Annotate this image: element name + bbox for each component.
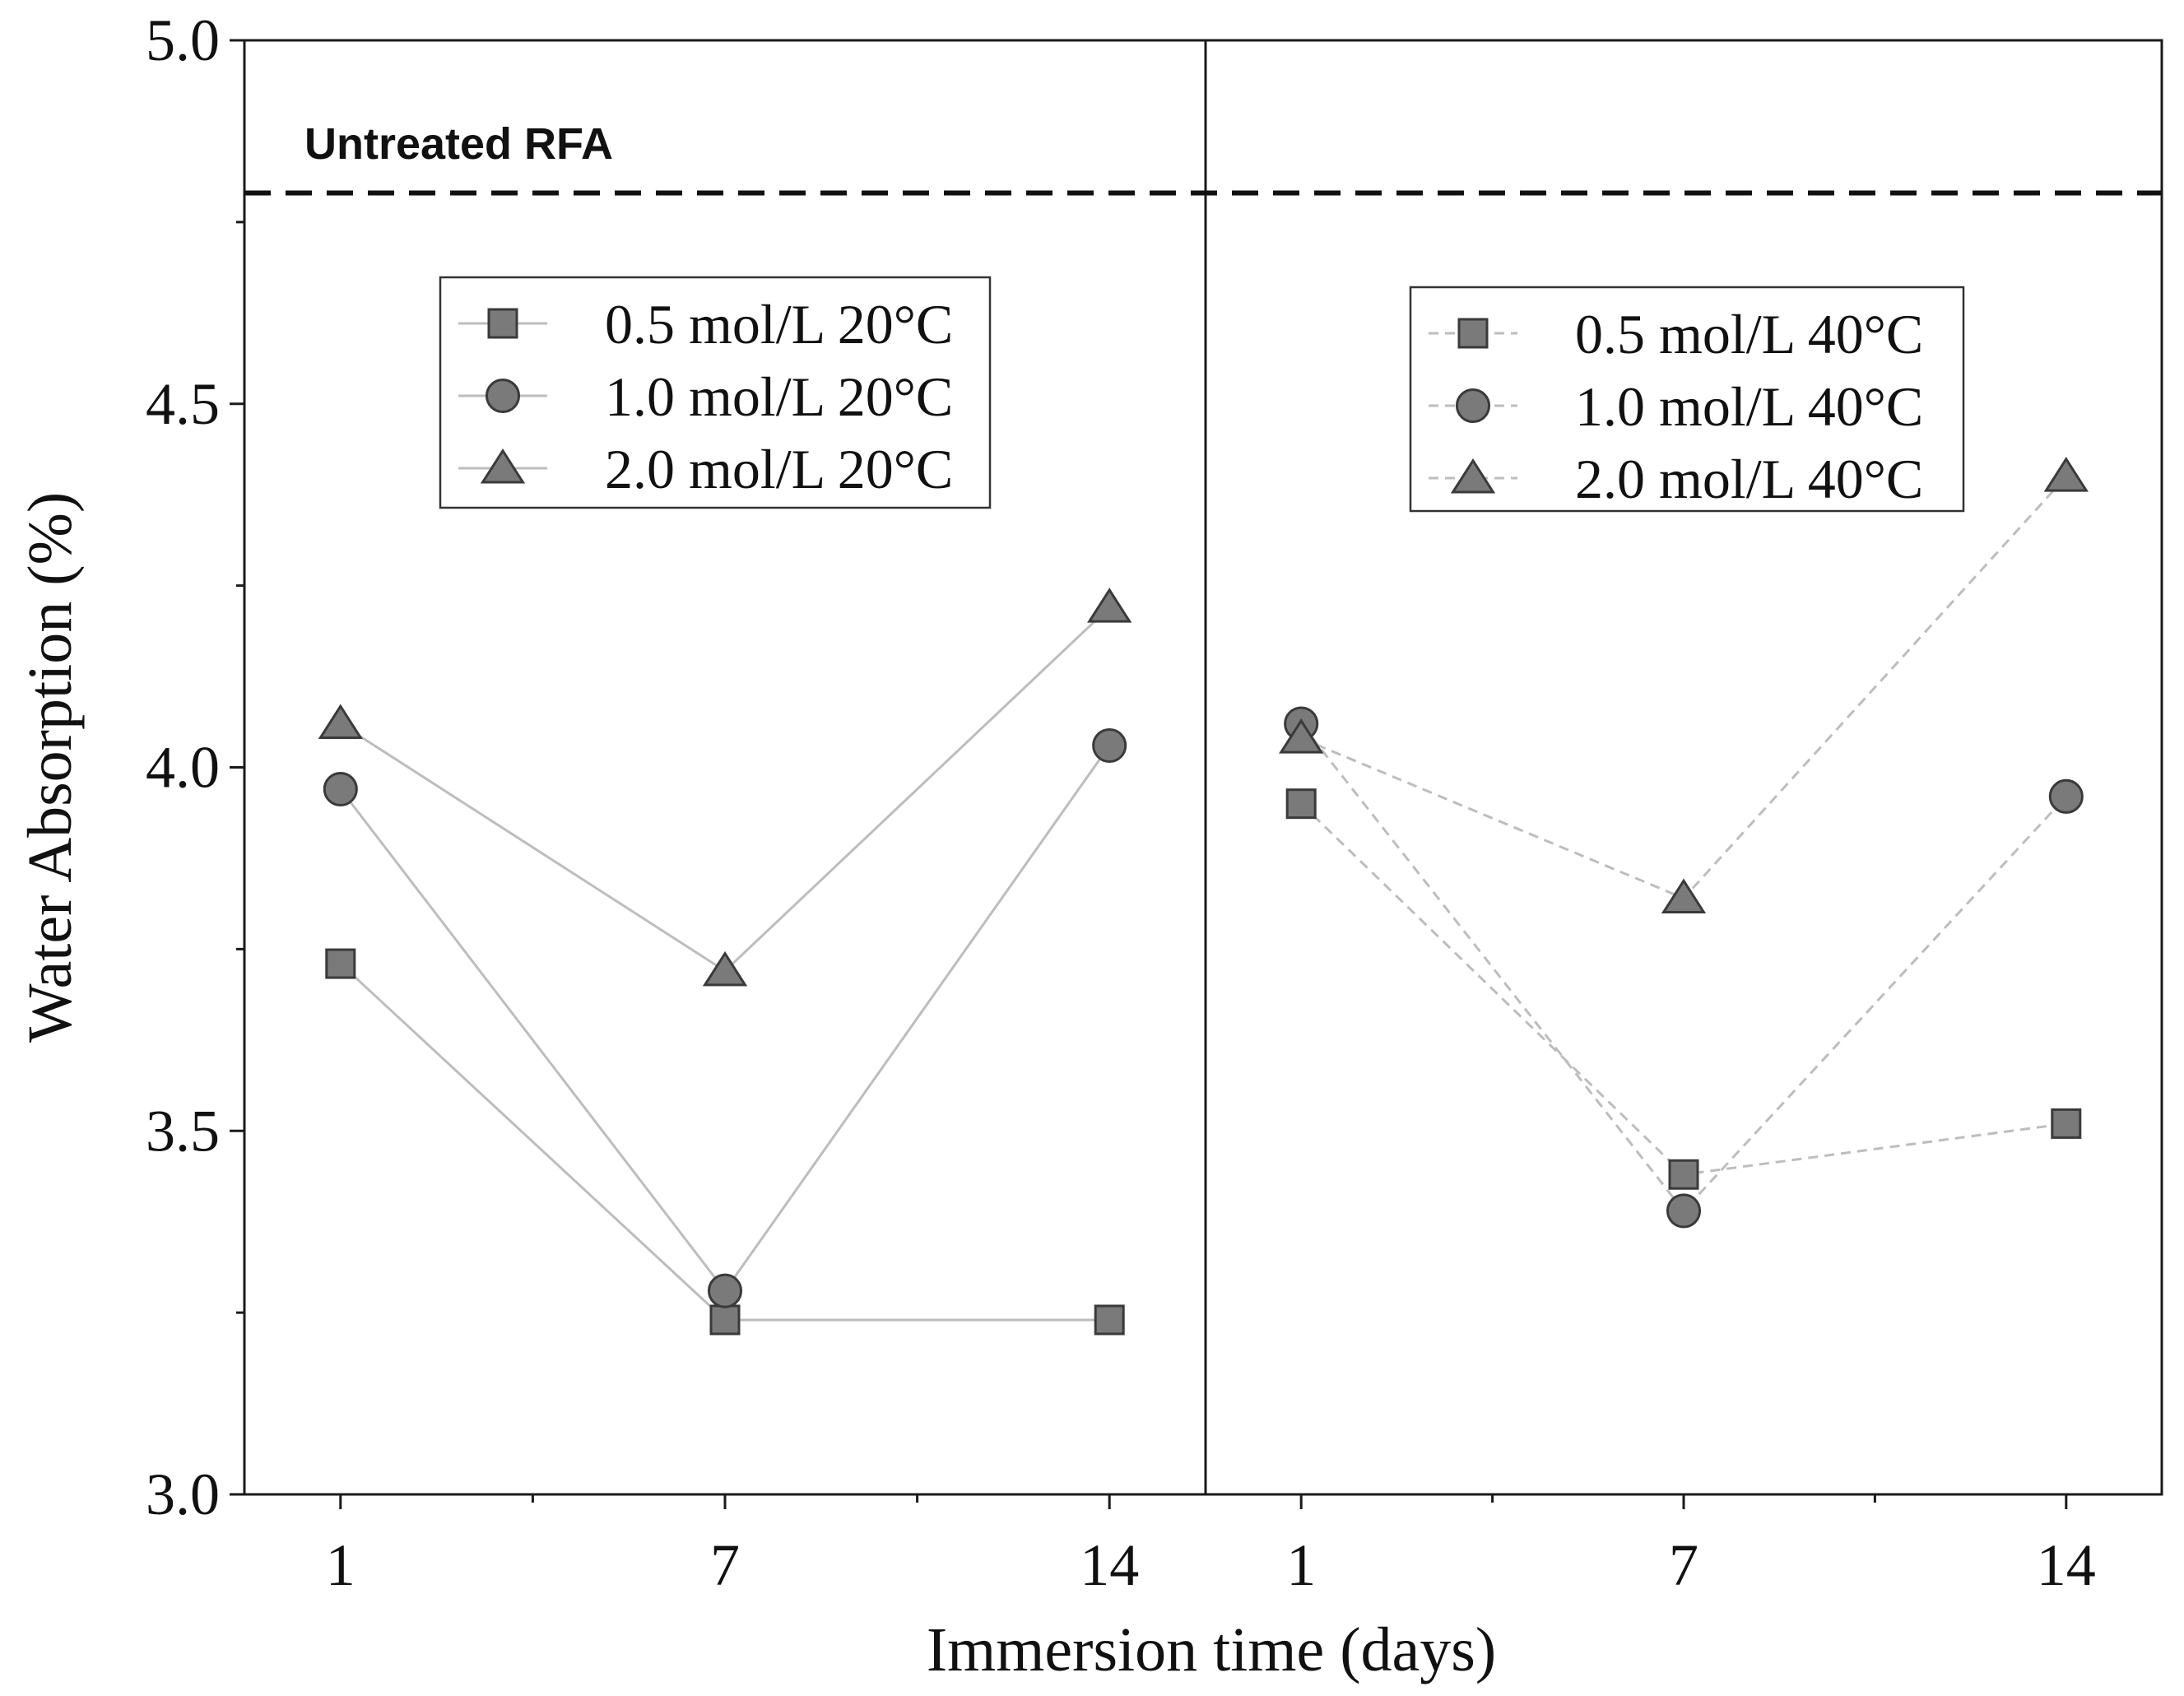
y-tick-label: 3.5 xyxy=(146,1098,220,1164)
y-axis-title: Water Absorption (%) xyxy=(16,492,85,1043)
x-tick-label: 7 xyxy=(1669,1532,1698,1598)
data-point-1-0-2 xyxy=(2051,1108,2082,1139)
data-point-1-2-2 xyxy=(2043,457,2089,492)
data-point-0-1-0 xyxy=(323,771,358,807)
legend-label: 1.0 mol/L 20°C xyxy=(605,365,953,428)
y-tick-label: 4.5 xyxy=(146,371,220,437)
panel-40c xyxy=(1279,457,2089,1229)
legend-box xyxy=(1409,286,1965,513)
axes: 3.0 3.5 4.0 4.5 5.0 1 7 14 1 7 14 xyxy=(146,7,2163,1598)
panel-20c xyxy=(318,588,1132,1336)
legend-label: 2.0 mol/L 20°C xyxy=(605,438,953,500)
legend-label: 1.0 mol/L 40°C xyxy=(1575,375,1923,438)
labels: Immersion time (days) Water Absorption (%… xyxy=(16,492,1496,1684)
legend-marker-square xyxy=(487,308,518,339)
reference-line-label: Untreated RFA xyxy=(304,119,613,169)
data-point-1-1-2 xyxy=(2048,778,2084,814)
data-point-1-2-0 xyxy=(1279,718,1324,754)
data-point-0-0-2 xyxy=(1094,1304,1125,1336)
data-point-0-0-1 xyxy=(709,1304,741,1336)
series-line-1-1 xyxy=(1300,723,2067,1213)
data-point-0-2-2 xyxy=(1087,588,1132,623)
x-tick-label: 14 xyxy=(1080,1532,1139,1598)
legend-marker-triangle xyxy=(1450,458,1496,494)
legend-label: 2.0 mol/L 40°C xyxy=(1575,448,1923,510)
data-point-1-0-1 xyxy=(1668,1159,1699,1190)
x-tick-label: 1 xyxy=(326,1532,355,1598)
data-point-1-1-1 xyxy=(1666,1193,1702,1229)
y-tick-label: 5.0 xyxy=(146,7,220,73)
data-point-0-2-1 xyxy=(702,950,748,987)
x-axis-title: Immersion time (days) xyxy=(927,1615,1496,1684)
legend-marker-circle xyxy=(485,378,521,414)
legend-label: 0.5 mol/L 40°C xyxy=(1575,303,1923,365)
data-point-0-1-2 xyxy=(1092,727,1127,764)
data-point-1-0-0 xyxy=(1285,788,1317,820)
legend-marker-square xyxy=(1457,318,1489,349)
data-point-1-2-1 xyxy=(1661,878,1707,914)
legend-label: 0.5 mol/L 20°C xyxy=(605,293,953,355)
reference-line-group: Untreated RFA xyxy=(244,119,2162,196)
y-tick-label: 3.0 xyxy=(146,1461,220,1527)
data-point-0-2-0 xyxy=(318,704,363,739)
legend-marker-circle xyxy=(1455,388,1491,424)
legend-0: 0.5 mol/L 20°C 1.0 mol/L 20°C 2.0 mol/L 20… xyxy=(439,276,992,509)
x-tick-label: 7 xyxy=(710,1532,740,1598)
y-tick-label: 4.0 xyxy=(146,735,220,801)
legends: 0.5 mol/L 20°C 1.0 mol/L 20°C 2.0 mol/L 20… xyxy=(439,276,1965,513)
legend-1: 0.5 mol/L 40°C 1.0 mol/L 40°C 2.0 mol/L 40… xyxy=(1409,286,1965,513)
legend-marker-triangle xyxy=(480,448,526,484)
x-tick-label: 14 xyxy=(2037,1532,2096,1598)
data-point-0-0-0 xyxy=(325,948,356,979)
data-point-0-1-1 xyxy=(707,1273,743,1308)
x-tick-label: 1 xyxy=(1286,1532,1316,1598)
